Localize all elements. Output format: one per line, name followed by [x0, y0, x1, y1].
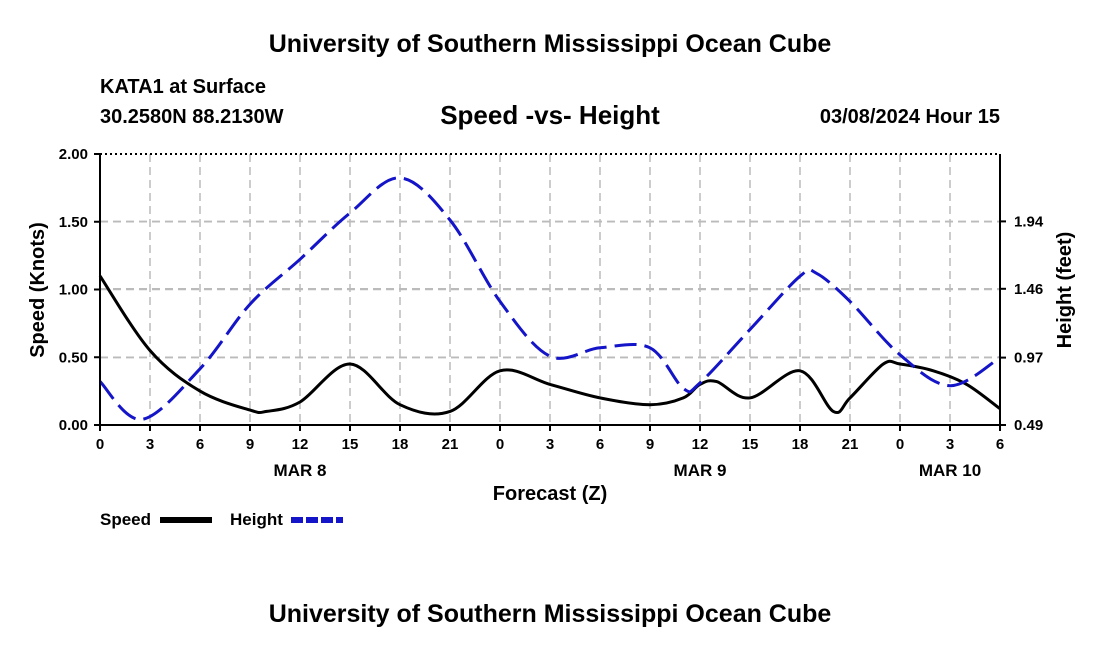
legend: Speed Height [100, 510, 343, 529]
x-tick-label: 6 [996, 436, 1004, 453]
x-tick-label: 0 [896, 436, 904, 453]
legend-label-height: Height [230, 510, 283, 529]
x-tick-label: 18 [792, 436, 809, 453]
y-axis-label: Speed (Knots) [27, 222, 49, 358]
page-title: University of Southern Mississippi Ocean… [268, 30, 832, 58]
series-line-speed [98, 275, 1001, 416]
date-label: MAR 9 [674, 461, 727, 480]
legend-label-speed: Speed [100, 510, 151, 529]
x-tick-label: 0 [496, 436, 504, 453]
station-coordinates: 30.2580N 88.2130W [100, 106, 284, 128]
x-tick-label: 12 [292, 436, 309, 453]
station-label: KATA1 at Surface [100, 76, 266, 98]
x-tick-label: 9 [246, 436, 254, 453]
y-tick-label: 0.50 [59, 349, 88, 366]
x-tick-label: 15 [742, 436, 759, 453]
x-tick-label: 21 [442, 436, 459, 453]
y2-tick-label: 1.94 [1014, 213, 1044, 230]
ticks: 0 3 6 9 12 15 18 21 0 3 6 9 12 15 18 21 0 3 6 MAR 8 MAR 9 MAR… [59, 146, 1044, 480]
x-tick-label: 15 [342, 436, 359, 453]
y-tick-label: 1.50 [59, 214, 88, 231]
chart-title: Speed -vs- Height [440, 100, 660, 130]
y-tick-label: 2.00 [59, 146, 88, 163]
x-tick-label: 0 [96, 436, 104, 453]
series-line-height [98, 176, 1001, 421]
x-tick-label: 18 [392, 436, 409, 453]
y2-tick-label: 1.46 [1014, 281, 1043, 298]
x-axis-label: Forecast (Z) [493, 483, 607, 505]
date-label: MAR 8 [274, 461, 327, 480]
grid [100, 154, 1000, 425]
x-tick-label: 3 [546, 436, 554, 453]
x-tick-label: 3 [146, 436, 154, 453]
date-label: MAR 10 [919, 461, 981, 480]
series-layer [98, 176, 1001, 421]
x-tick-label: 6 [196, 436, 204, 453]
y-tick-label: 0.00 [59, 417, 88, 434]
x-tick-label: 21 [842, 436, 859, 453]
y-tick-label: 1.00 [59, 282, 88, 299]
x-tick-label: 3 [946, 436, 954, 453]
forecast-datetime: 03/08/2024 Hour 15 [819, 106, 1000, 128]
x-tick-label: 12 [692, 436, 709, 453]
y2-tick-label: 0.49 [1014, 417, 1043, 434]
x-tick-label: 6 [596, 436, 604, 453]
x-tick-label: 9 [646, 436, 654, 453]
y2-axis-label: Height (feet) [1054, 232, 1076, 349]
footer-title: University of Southern Mississippi Ocean… [268, 600, 832, 628]
y2-tick-label: 0.97 [1014, 350, 1043, 367]
